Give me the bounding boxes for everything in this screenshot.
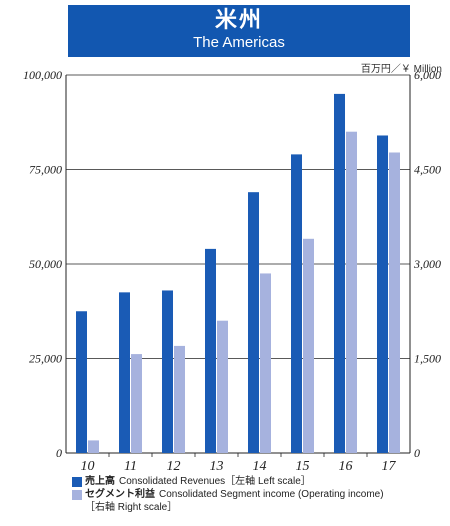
bar-segment-income (88, 440, 99, 453)
legend-segment-en: Consolidated Segment income (Operating i… (159, 489, 384, 500)
x-axis-tick-label: 10 (81, 459, 95, 474)
left-axis-tick-label: 25,000 (29, 352, 62, 366)
right-axis-tick-label: 0 (414, 446, 420, 460)
x-axis-tick-label: 15 (296, 459, 310, 474)
title-japanese: 米州 (214, 7, 263, 32)
bar-segment-income (174, 345, 185, 453)
right-axis-tick-label: 6,000 (414, 68, 441, 82)
legend-item-revenue: 売上高 Consolidated Revenues ［左軸 Left scale… (72, 475, 384, 488)
bar-revenue (377, 135, 388, 454)
legend-revenue-ja: 売上高 (85, 476, 115, 487)
legend-revenue-scale: ［左軸 Left scale］ (225, 476, 311, 487)
bar-segment-income (131, 354, 142, 453)
bar-segment-income (217, 320, 228, 453)
legend-swatch-segment-income (72, 489, 82, 500)
legend-item-segment-income: セグメント利益 Consolidated Segment income (Ope… (72, 488, 384, 501)
bar-revenue (205, 248, 216, 453)
bar-revenue (119, 292, 130, 453)
left-axis-tick-label: 50,000 (29, 257, 62, 271)
left-axis-tick-label: 100,000 (23, 68, 62, 82)
left-axis-tick-label: 75,000 (29, 163, 62, 177)
right-axis-tick-label: 1,500 (414, 352, 441, 366)
legend-segment-ja: セグメント利益 (85, 489, 155, 500)
right-axis-tick-label: 4,500 (414, 163, 441, 177)
x-axis-tick-label: 17 (382, 459, 397, 474)
legend-swatch-revenue (72, 476, 82, 487)
legend-segment-scale: ［右軸 Right scale］ (85, 502, 178, 513)
x-axis-tick-label: 16 (339, 459, 353, 474)
x-axis-tick-label: 11 (124, 459, 137, 474)
right-axis-tick-label: 3,000 (413, 257, 441, 271)
title-english: The Americas (193, 34, 285, 51)
bar-segment-income (260, 273, 271, 453)
legend: 売上高 Consolidated Revenues ［左軸 Left scale… (72, 475, 384, 514)
bar-revenue (334, 93, 345, 454)
x-axis-tick-label: 13 (210, 459, 224, 474)
unit-label: 百万円／￥ Million (360, 64, 442, 75)
bar-revenue (162, 290, 173, 453)
left-axis-tick-label: 0 (56, 446, 62, 460)
legend-revenue-en: Consolidated Revenues (119, 476, 226, 487)
bar-revenue (76, 311, 87, 453)
title-banner: 米州 The Americas (68, 5, 410, 57)
bar-segment-income (389, 152, 400, 454)
bar-revenue (291, 154, 302, 453)
x-axis-tick-label: 12 (167, 459, 181, 474)
bar-revenue (248, 192, 259, 453)
x-axis-tick-label: 14 (253, 459, 267, 474)
bar-segment-income (303, 238, 314, 453)
bar-segment-income (346, 131, 357, 453)
